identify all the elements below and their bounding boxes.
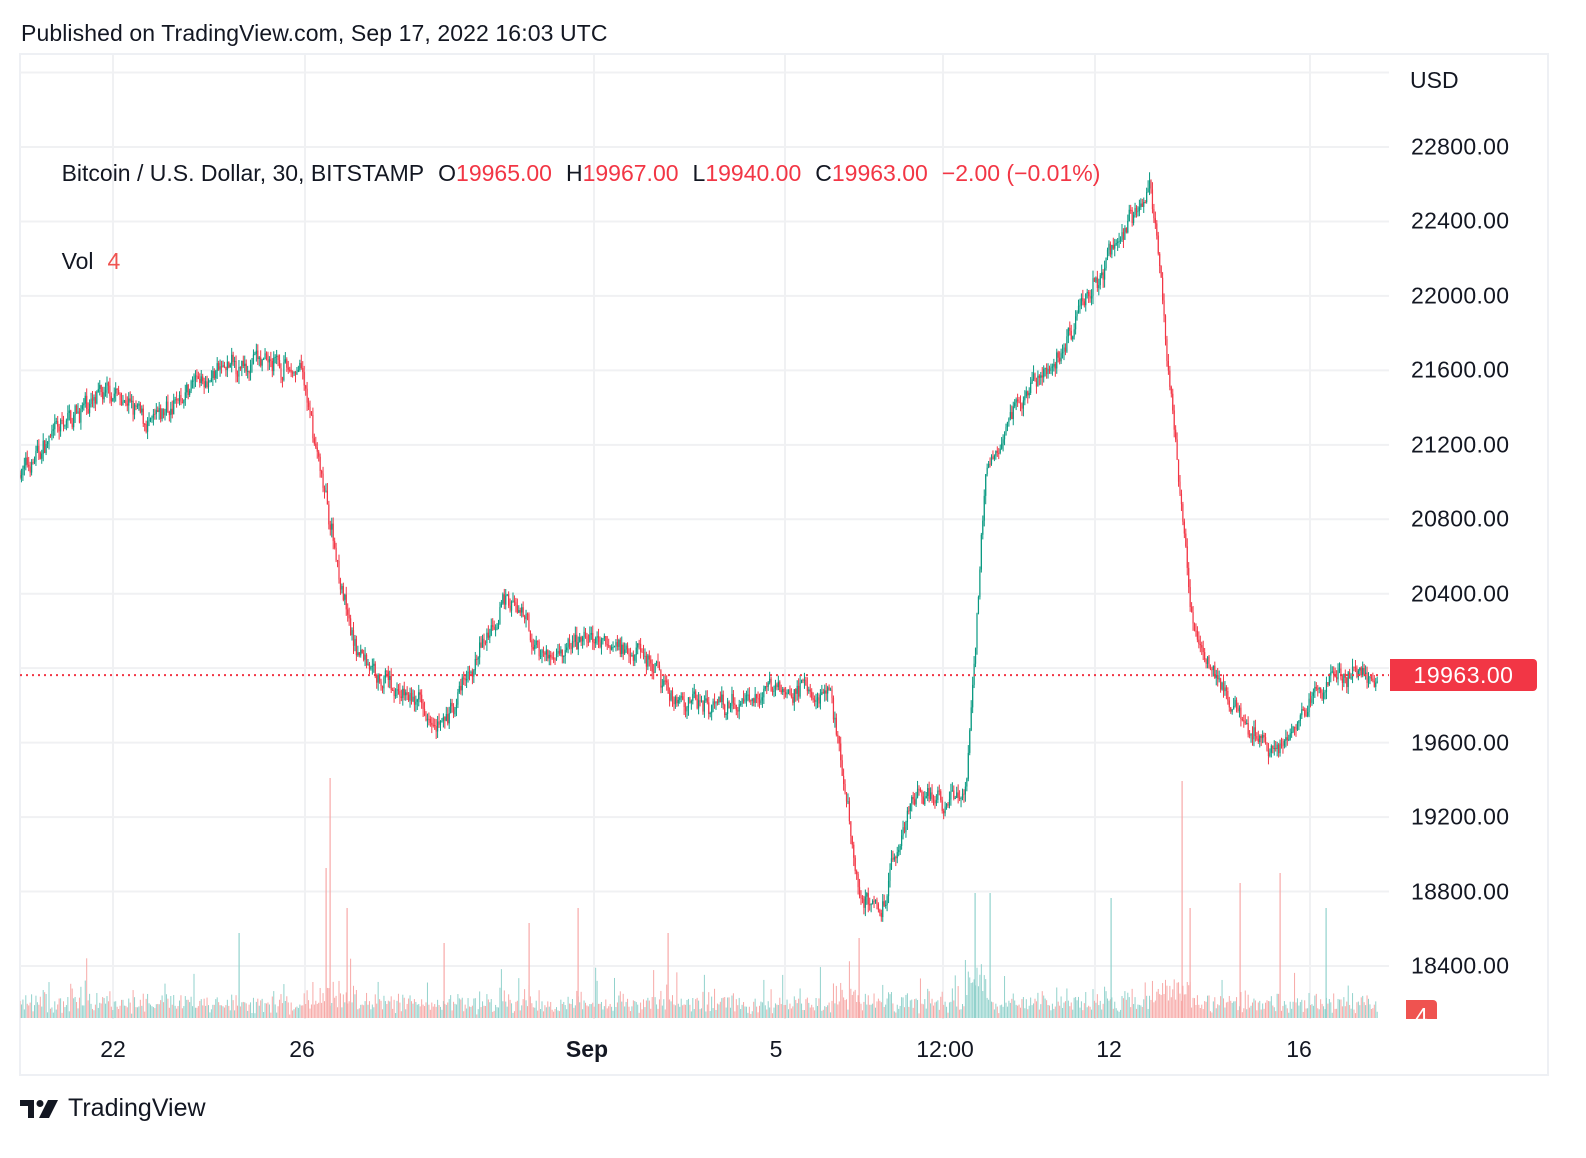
candlestick-chart	[20, 55, 1389, 1019]
currency-label[interactable]: USD	[1410, 67, 1459, 93]
volume-label[interactable]: Vol	[61, 248, 94, 274]
last-price-badge: 19963.00	[1390, 659, 1537, 691]
time-tick-label: 5	[769, 1036, 783, 1062]
close-label: C	[815, 160, 832, 186]
low-value: 19940.00	[705, 160, 802, 186]
time-axis[interactable]: 22 26 Sep 5 12:00 12 16	[20, 1020, 1389, 1074]
tradingview-brand[interactable]: TradingView	[20, 1094, 206, 1123]
brand-name: TradingView	[68, 1094, 206, 1122]
price-tick-label: 19600.00	[1411, 729, 1510, 756]
open-label: O	[438, 160, 457, 186]
price-tick-label: 22800.00	[1411, 133, 1510, 160]
time-tick-label: 16	[1286, 1036, 1312, 1062]
time-tick-label: 22	[100, 1036, 126, 1062]
ohlc-row: Bitcoin / U.S. Dollar, 30, BITSTAMP O1996…	[36, 128, 1101, 186]
time-tick-label: 26	[289, 1036, 315, 1062]
time-tick-label: 12:00	[916, 1036, 974, 1062]
price-tick-label: 18400.00	[1411, 952, 1510, 979]
change-value: −2.00 (−0.01%)	[941, 160, 1101, 186]
chart-frame	[19, 53, 1549, 1076]
close-value: 19963.00	[831, 160, 928, 186]
price-tick-label: 18800.00	[1411, 878, 1510, 905]
tradingview-logo-icon	[20, 1099, 58, 1118]
high-label: H	[565, 160, 583, 186]
price-tick-label: 21200.00	[1411, 431, 1510, 458]
high-value: 19967.00	[582, 160, 679, 186]
chart-plot-area[interactable]	[20, 55, 1389, 1019]
chart-legend: Bitcoin / U.S. Dollar, 30, BITSTAMP O1996…	[36, 74, 1101, 277]
price-tick-label: 19200.00	[1411, 803, 1510, 830]
time-tick-label: 12	[1096, 1036, 1122, 1062]
volume-value: 4	[107, 248, 121, 274]
symbol-title[interactable]: Bitcoin / U.S. Dollar, 30, BITSTAMP	[61, 160, 425, 186]
low-label: L	[692, 160, 706, 186]
last-volume-badge: 4	[1406, 1000, 1437, 1019]
price-tick-label: 22400.00	[1411, 207, 1510, 234]
volume-row: Vol 4	[36, 216, 1100, 274]
open-value: 19965.00	[456, 160, 552, 186]
price-tick-label: 20400.00	[1411, 580, 1510, 607]
price-tick-label: 20800.00	[1411, 505, 1510, 532]
price-tick-label: 22000.00	[1411, 282, 1510, 309]
price-tick-label: 21600.00	[1411, 356, 1510, 383]
time-tick-label: Sep	[565, 1036, 609, 1062]
price-axis[interactable]: USD 22800.00 22400.00 22000.00 21600.00 2120…	[1389, 55, 1547, 1074]
published-caption: Published on TradingView.com, Sep 17, 20…	[21, 20, 608, 46]
